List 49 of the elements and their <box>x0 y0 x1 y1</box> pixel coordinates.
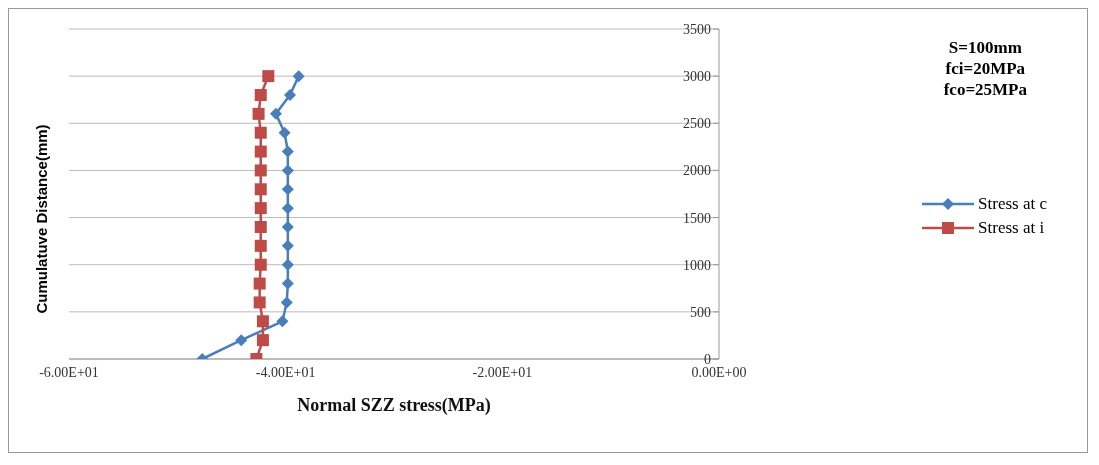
point <box>276 315 289 328</box>
point <box>281 183 294 196</box>
x-tick-label: -4.00E+01 <box>255 364 316 380</box>
point <box>254 145 267 158</box>
point <box>254 258 267 271</box>
y-tick-label: 500 <box>690 304 711 320</box>
point <box>254 183 267 196</box>
point <box>254 126 267 139</box>
text: fco=25MPa <box>943 79 1027 100</box>
legend-label: Stress at c <box>978 194 1047 214</box>
y-axis-title: Cumulatuve Distance(mm) <box>32 124 50 314</box>
x-axis-title: Normal SZZ stress(MPa) <box>297 395 491 416</box>
point <box>284 89 296 101</box>
y-tick-label: 2500 <box>683 116 711 132</box>
text: S=100mm <box>947 37 1023 58</box>
point <box>278 126 291 139</box>
legend-label: Stress at i <box>978 218 1045 238</box>
point <box>281 145 294 158</box>
point <box>281 258 294 271</box>
y-tick-label: 3000 <box>683 69 711 85</box>
point <box>256 334 269 347</box>
point <box>281 277 294 290</box>
y-tick-label: 0 <box>704 351 711 367</box>
y-tick-label: 2000 <box>683 163 711 179</box>
y-tick-label: 3500 <box>683 21 711 37</box>
point <box>292 70 305 83</box>
y-tick-label: 1000 <box>683 257 711 273</box>
point <box>253 296 266 309</box>
x-tick-label: 0.00E+00 <box>691 364 747 380</box>
point <box>281 202 294 215</box>
point <box>256 315 269 328</box>
point <box>254 221 267 233</box>
text: fci=20MPa <box>944 58 1027 79</box>
point <box>281 239 294 252</box>
x-tick-label: -6.00E+01 <box>39 364 99 380</box>
point <box>254 164 267 177</box>
point <box>269 107 282 120</box>
point <box>252 107 265 120</box>
y-tick-label: 1500 <box>683 210 711 226</box>
x-tick-label: -2.00E+01 <box>472 364 533 380</box>
point <box>280 296 293 309</box>
point <box>281 221 294 233</box>
point <box>254 89 267 101</box>
point <box>262 70 275 83</box>
point <box>235 334 248 347</box>
point <box>281 164 294 177</box>
point <box>253 277 266 290</box>
point <box>254 239 267 252</box>
point <box>254 202 267 215</box>
